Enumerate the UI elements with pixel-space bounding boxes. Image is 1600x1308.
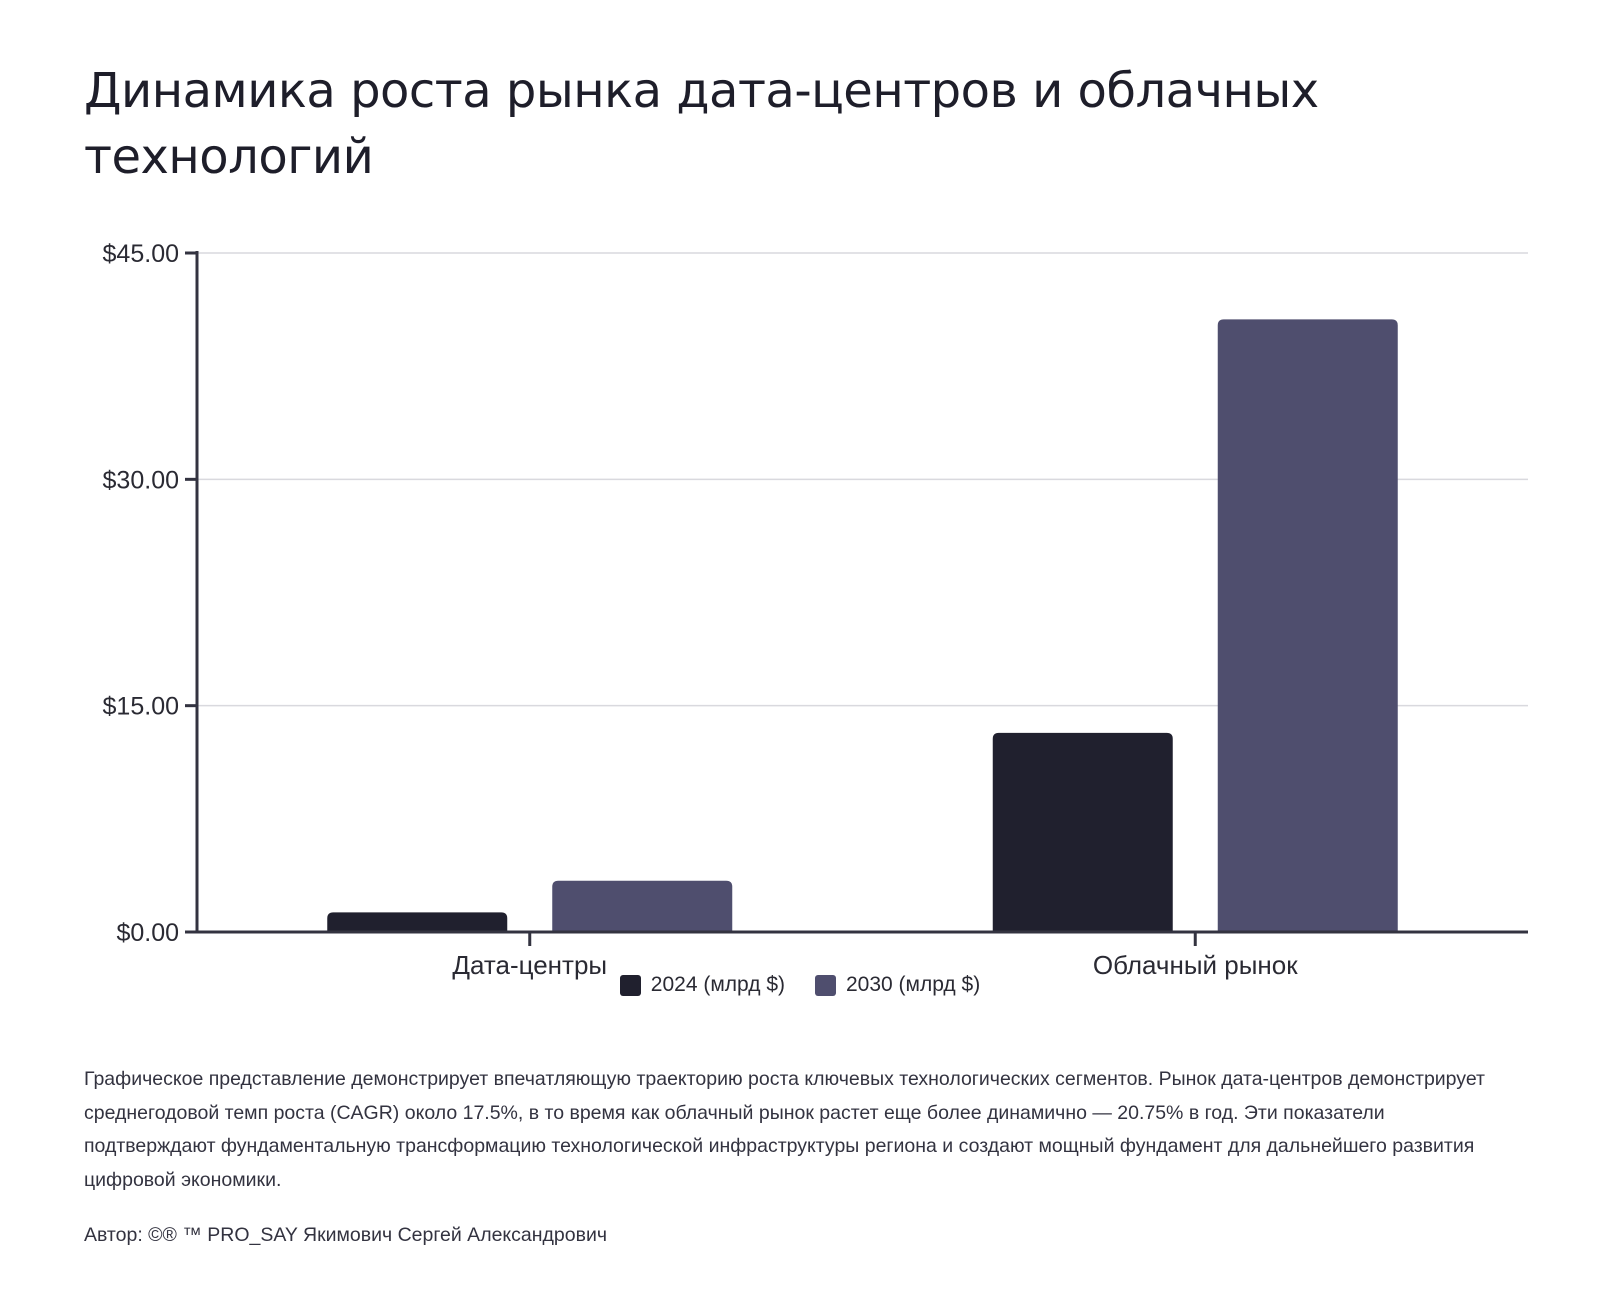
page-title: Динамика роста рынка дата-центров и обла… (84, 63, 1319, 185)
bar (992, 732, 1173, 932)
x-tick-label: Облачный рынок (1093, 950, 1298, 980)
author-credit: Автор: ©® ™ PRO_SAY Якимович Сергей Алек… (84, 1224, 608, 1246)
legend-swatch (619, 974, 641, 996)
bars (327, 319, 1398, 932)
legend-label: 2030 (млрд $) (846, 973, 981, 996)
chart-description: Графическое представление демонстрирует … (84, 1068, 1485, 1191)
legend-label: 2024 (млрд $) (650, 973, 785, 996)
axis-labels: $0.00 $15.00 $30.00 $45.00 Дата-центры Облачн… (103, 240, 1299, 980)
axes (185, 251, 1528, 946)
legend-item: 2024 (млрд $) (619, 973, 785, 997)
y-tick-label: $0.00 (116, 919, 179, 947)
legend-swatch (815, 974, 836, 996)
chart-legend: 2024 (млрд $) 2030 (млрд $) (0, 973, 1600, 997)
bar (1217, 319, 1398, 932)
bar (552, 880, 733, 932)
y-tick-label: $45.00 (103, 240, 179, 268)
y-tick-label: $30.00 (103, 466, 179, 494)
bar (327, 912, 508, 932)
bar-chart: $0.00 $15.00 $30.00 $45.00 Дата-центры Облачн… (103, 240, 1528, 980)
x-tick-label: Дата-центры (452, 950, 607, 980)
y-tick-label: $15.00 (103, 693, 179, 721)
legend-item: 2030 (млрд $) (815, 973, 980, 997)
